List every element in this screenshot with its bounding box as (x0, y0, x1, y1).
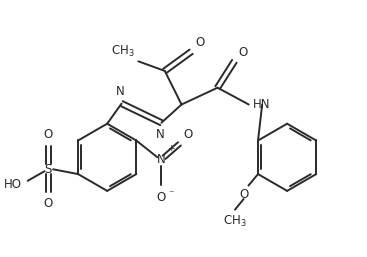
Text: O: O (44, 128, 53, 141)
Text: ⁻: ⁻ (168, 189, 174, 199)
Text: O: O (195, 36, 204, 49)
Text: O: O (44, 197, 53, 210)
Text: O: O (238, 46, 247, 59)
Text: O: O (239, 188, 248, 201)
Text: +: + (167, 144, 175, 153)
Text: N: N (156, 128, 164, 142)
Text: N: N (157, 153, 166, 166)
Text: O: O (157, 191, 166, 204)
Text: O: O (183, 128, 193, 141)
Text: CH$_3$: CH$_3$ (111, 44, 135, 59)
Text: N: N (116, 85, 124, 98)
Text: HN: HN (252, 98, 270, 111)
Text: S: S (45, 163, 52, 176)
Text: HO: HO (4, 178, 22, 191)
Text: CH$_3$: CH$_3$ (223, 214, 247, 230)
